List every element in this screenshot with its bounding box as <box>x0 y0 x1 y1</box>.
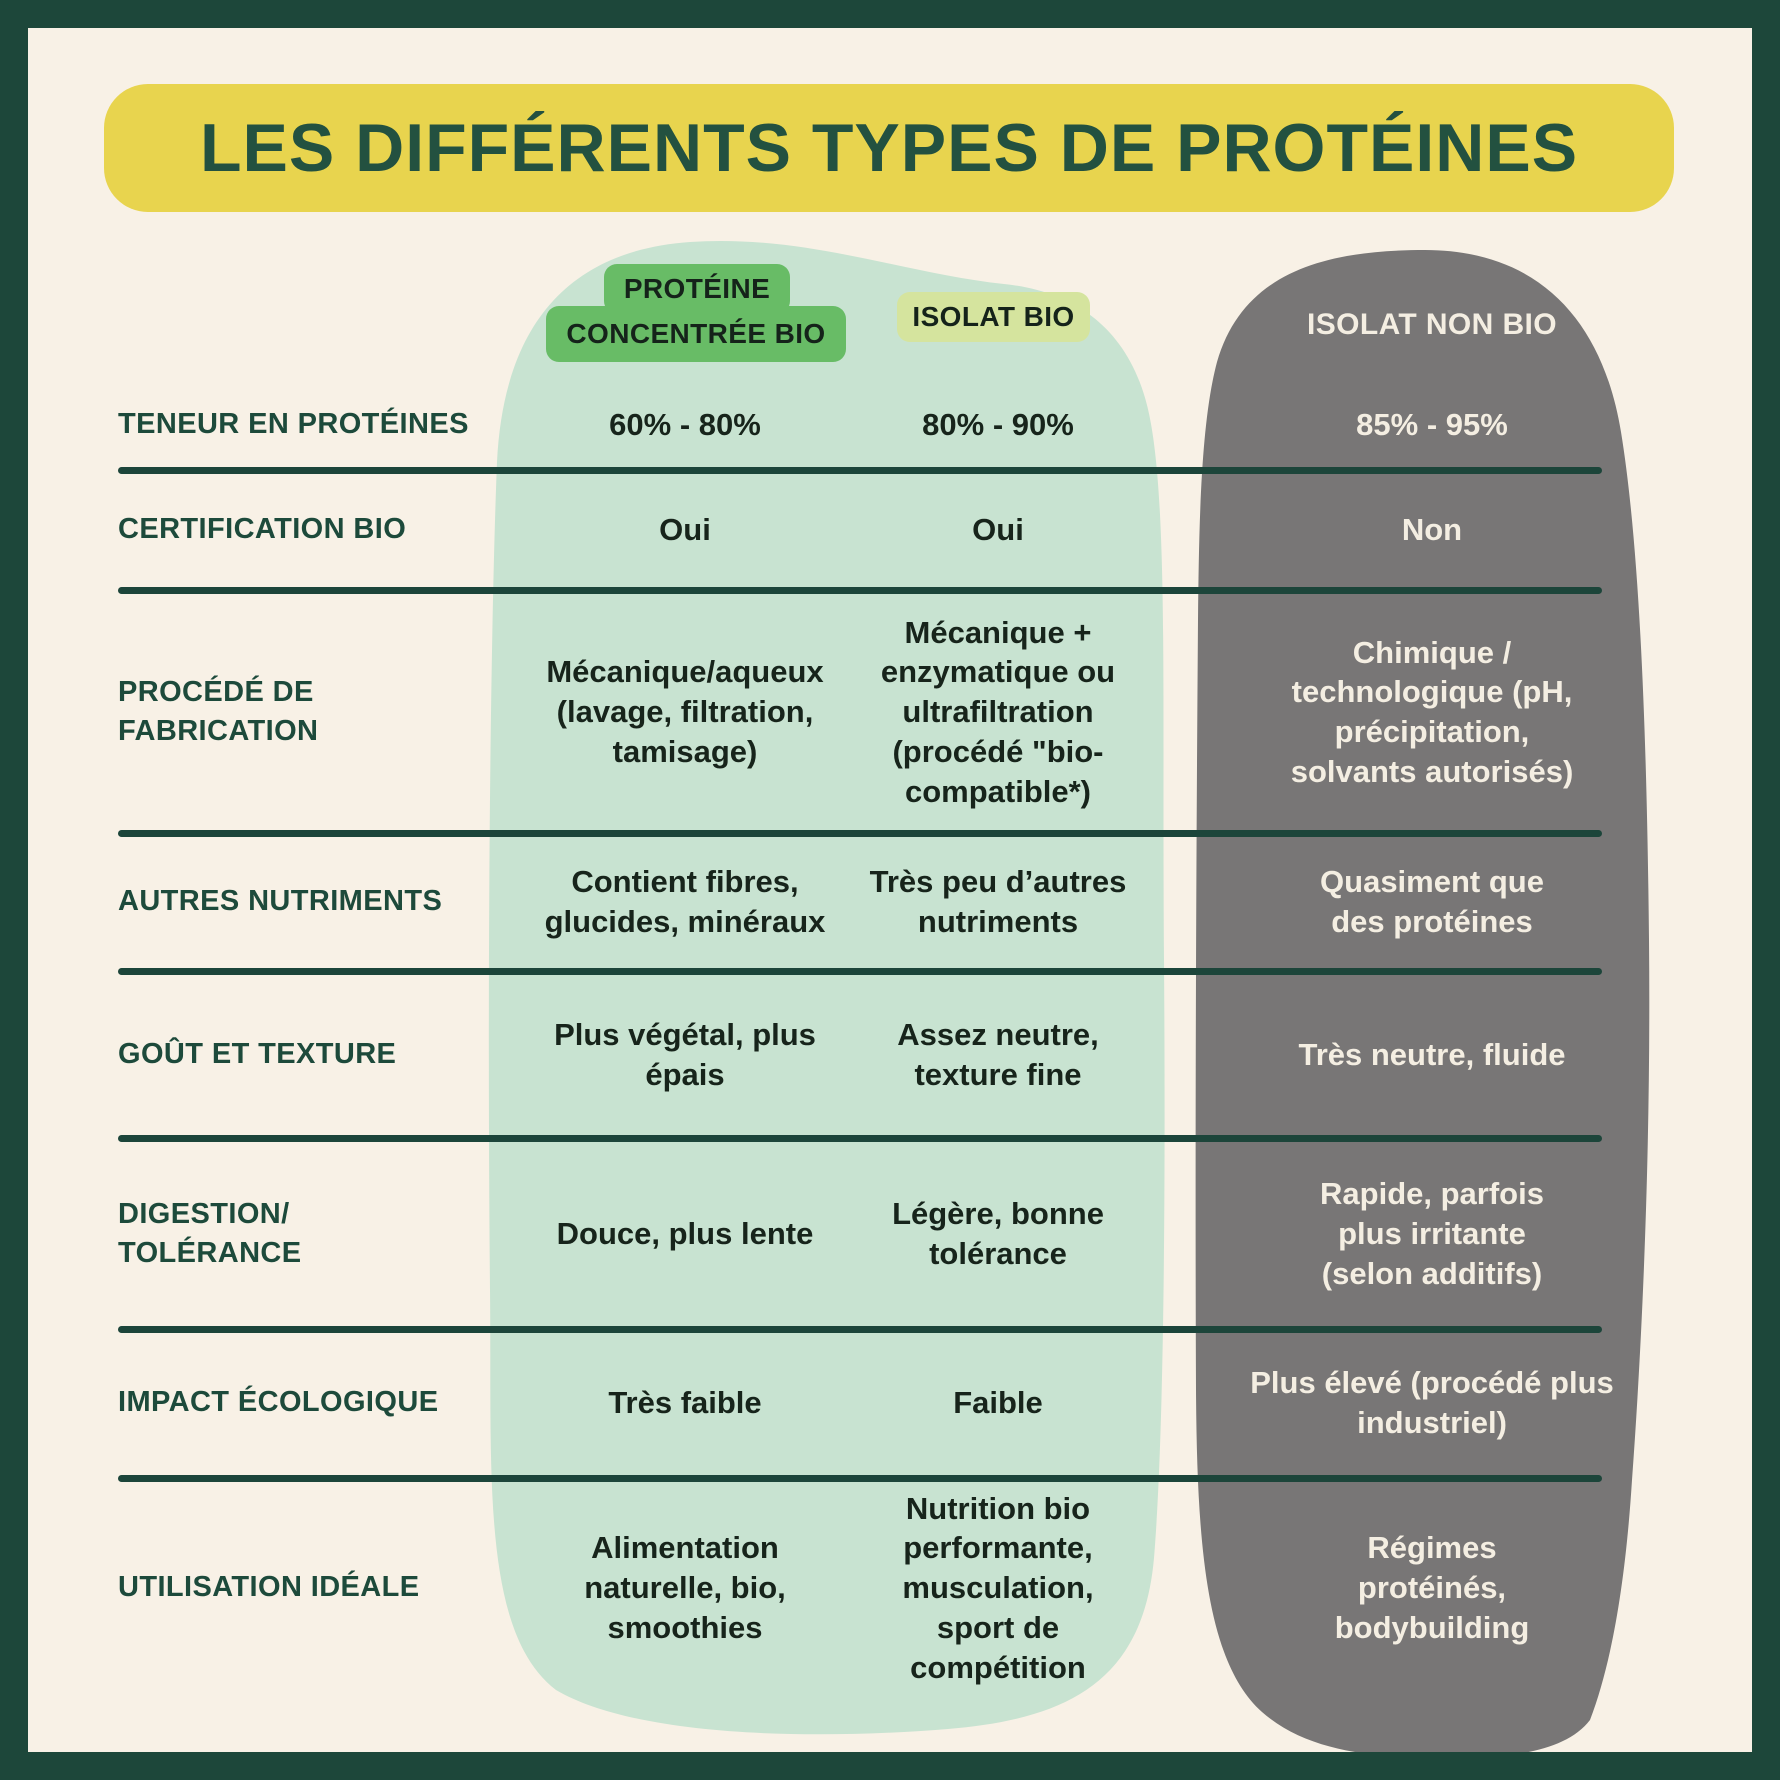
cell-impact-concentree: Très faible <box>608 1385 762 1421</box>
row-divider <box>118 1475 1602 1482</box>
row-label-utilisation: UTILISATION IDÉALE <box>118 1571 420 1604</box>
cell-utilisation-isolat-bio: Nutrition bio performante, musculation, … <box>902 1490 1094 1685</box>
row-divider <box>118 1326 1602 1333</box>
row-divider <box>118 830 1602 837</box>
row-divider <box>118 1135 1602 1142</box>
column-header-proteine-badge-top: PROTÉINE <box>604 264 790 314</box>
row-label-procede: PROCÉDÉ DE FABRICATION <box>118 675 319 747</box>
page-title: LES DIFFÉRENTS TYPES DE PROTÉINES <box>199 110 1579 186</box>
row-divider <box>118 587 1602 594</box>
cell-digestion-isolat-non-bio: Rapide, parfois plus irritante (selon ad… <box>1320 1176 1544 1291</box>
cell-gout-isolat-non-bio: Très neutre, fluide <box>1298 1037 1566 1073</box>
cell-procede-isolat-non-bio: Chimique / technologique (pH, précipitat… <box>1290 634 1574 789</box>
cell-nutriments-concentree: Contient fibres, glucides, minéraux <box>544 864 826 939</box>
cell-teneur-isolat-bio: 80% - 90% <box>922 407 1074 443</box>
cell-digestion-concentree: Douce, plus lente <box>556 1216 814 1252</box>
cell-impact-isolat-non-bio: Plus élevé (procédé plus industriel) <box>1250 1365 1614 1440</box>
row-divider <box>118 968 1602 975</box>
column-header-isolat-bio-label: ISOLAT BIO <box>912 301 1075 332</box>
cell-nutriments-isolat-bio: Très peu d’autres nutriments <box>869 864 1127 939</box>
column-header-isolat-non-bio: ISOLAT NON BIO <box>1222 300 1642 350</box>
cell-impact-isolat-bio: Faible <box>953 1385 1043 1421</box>
cell-teneur-isolat-non-bio: 85% - 95% <box>1356 407 1508 443</box>
gray-column-blob <box>1195 250 1650 1759</box>
row-label-digestion: DIGESTION/ TOLÉRANCE <box>118 1197 302 1269</box>
cell-digestion-isolat-bio: Légère, bonne tolérance <box>892 1196 1104 1271</box>
cell-certification-isolat-bio: Oui <box>972 511 1024 547</box>
cell-procede-isolat-bio: Mécanique + enzymatique ou ultrafiltrati… <box>880 614 1116 809</box>
cell-teneur-concentree: 60% - 80% <box>609 407 761 443</box>
column-header-isolat-bio: ISOLAT BIO <box>897 292 1090 342</box>
row-label-gout: GOÛT ET TEXTURE <box>118 1038 397 1071</box>
column-header-isolat-non-bio-label: ISOLAT NON BIO <box>1306 308 1558 341</box>
column-header-proteine-badge-bottom: CONCENTRÉE BIO <box>546 306 846 362</box>
cell-utilisation-concentree: Alimentation naturelle, bio, smoothies <box>584 1530 786 1645</box>
cell-gout-concentree: Plus végétal, plus épais <box>554 1017 816 1092</box>
row-label-impact: IMPACT ÉCOLOGIQUE <box>118 1386 439 1419</box>
row-divider <box>118 467 1602 474</box>
row-label-certification: CERTIFICATION BIO <box>118 512 407 545</box>
green-column-blob <box>488 240 1165 1735</box>
cell-certification-isolat-non-bio: Non <box>1401 511 1463 547</box>
column-header-proteine-line2: CONCENTRÉE BIO <box>566 318 826 349</box>
cell-utilisation-isolat-non-bio: Régimes protéinés, bodybuilding <box>1334 1530 1530 1645</box>
cell-nutriments-isolat-non-bio: Quasiment que des protéines <box>1320 864 1544 939</box>
column-header-proteine-line1: PROTÉINE <box>623 273 771 304</box>
cell-procede-concentree: Mécanique/aqueux (lavage, filtration, ta… <box>546 654 824 769</box>
cell-gout-isolat-bio: Assez neutre, texture fine <box>897 1017 1099 1092</box>
row-label-nutriments: AUTRES NUTRIMENTS <box>118 885 443 918</box>
row-label-teneur: TENEUR EN PROTÉINES <box>118 408 469 441</box>
cell-certification-concentree: Oui <box>659 511 711 547</box>
title-banner: LES DIFFÉRENTS TYPES DE PROTÉINES <box>104 84 1674 212</box>
